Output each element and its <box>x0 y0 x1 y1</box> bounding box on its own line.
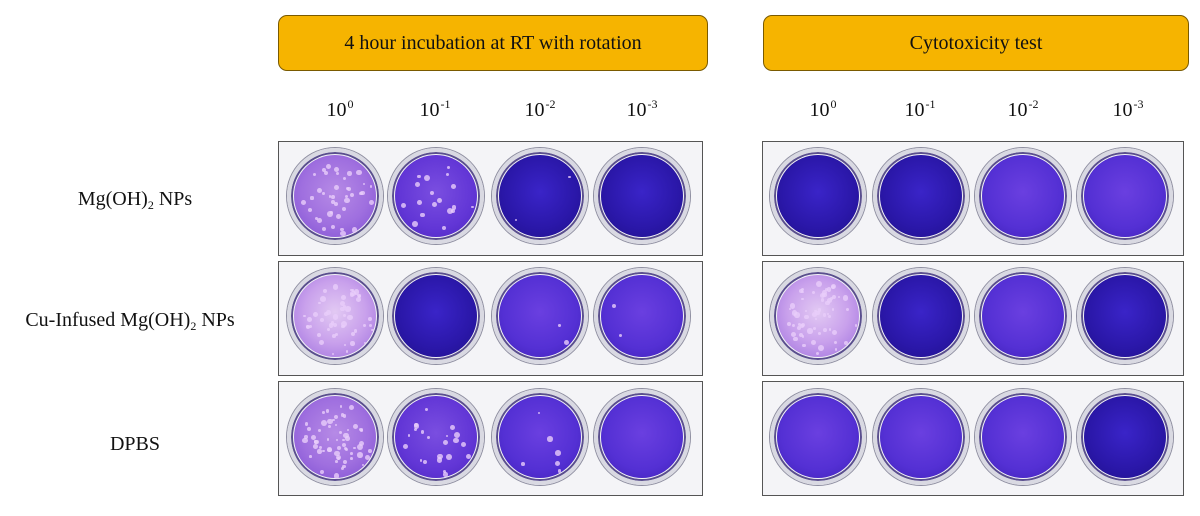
row-label-1: Mg(OH)2 NPs <box>77 188 193 212</box>
dilution-label-right-2: 10-2 <box>1007 97 1039 121</box>
plate-left-row1-col2 <box>388 148 484 244</box>
plate-left-row1-col4 <box>594 148 690 244</box>
plate-left-row3-col4 <box>594 389 690 485</box>
dilution-label-right-3: 10-3 <box>1112 97 1144 121</box>
plate-right-row1-col3 <box>975 148 1071 244</box>
row-label-3: DPBS <box>109 433 161 455</box>
dilution-label-right-1: 10-1 <box>904 97 936 121</box>
dilution-label-left-1: 10-1 <box>419 97 451 121</box>
plate-left-row2-col4 <box>594 268 690 364</box>
plate-right-row2-col2 <box>873 268 969 364</box>
plate-right-row2-col3 <box>975 268 1071 364</box>
plate-right-row3-col4 <box>1077 389 1173 485</box>
plate-right-row2-col1 <box>770 268 866 364</box>
plate-right-row3-col3 <box>975 389 1071 485</box>
plate-left-row1-col1 <box>287 148 383 244</box>
dilution-label-left-0: 100 <box>326 97 354 121</box>
plate-left-row2-col3 <box>492 268 588 364</box>
plate-left-row3-col2 <box>388 389 484 485</box>
plate-right-row2-col4 <box>1077 268 1173 364</box>
dilution-label-right-0: 100 <box>809 97 837 121</box>
plate-right-row3-col2 <box>873 389 969 485</box>
plate-left-row3-col3 <box>492 389 588 485</box>
plate-left-row3-col1 <box>287 389 383 485</box>
plate-left-row1-col3 <box>492 148 588 244</box>
plate-right-row1-col1 <box>770 148 866 244</box>
header-incubation: 4 hour incubation at RT with rotation <box>278 15 708 71</box>
plate-right-row3-col1 <box>770 389 866 485</box>
header-cytotoxicity: Cytotoxicity test <box>763 15 1189 71</box>
plate-left-row2-col2 <box>388 268 484 364</box>
dilution-label-left-3: 10-3 <box>626 97 658 121</box>
row-label-2: Cu-Infused Mg(OH)2 NPs <box>25 309 235 333</box>
plate-left-row2-col1 <box>287 268 383 364</box>
dilution-label-left-2: 10-2 <box>524 97 556 121</box>
plate-right-row1-col2 <box>873 148 969 244</box>
plate-right-row1-col4 <box>1077 148 1173 244</box>
